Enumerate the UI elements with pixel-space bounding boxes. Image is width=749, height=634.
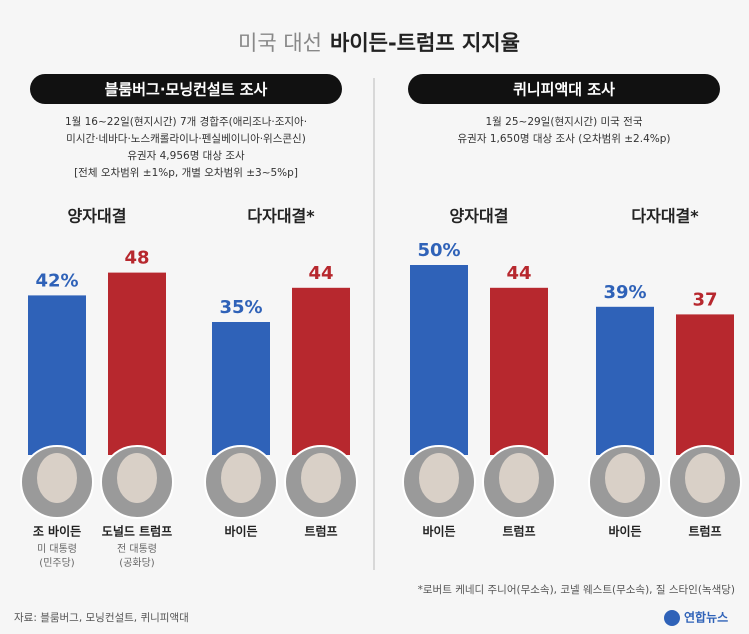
survey-description: [전체 오차범위 ±1%p, 개별 오차범위 ±3~5%p] <box>74 166 298 179</box>
value-label: 35% <box>219 297 262 318</box>
title-main: 바이든-트럼프 지지율 <box>330 31 520 55</box>
portrait-face <box>117 453 157 503</box>
value-label: 48 <box>124 248 149 269</box>
bar <box>292 288 350 455</box>
group-title: 다자대결* <box>631 207 699 226</box>
value-label: 42% <box>35 270 78 291</box>
candidate-name: 바이든 <box>422 524 455 539</box>
source: 자료: 블룸버그, 모닝컨설트, 퀴니피액대 <box>14 612 189 624</box>
portrait-face <box>37 453 77 503</box>
survey-description: 미시간·네바다·노스캐롤라이나·펜실베이니아·위스콘신) <box>66 132 306 145</box>
bar <box>108 273 166 455</box>
survey-description: 1월 25~29일(현지시간) 미국 전국 <box>485 115 642 128</box>
value-label: 39% <box>603 282 646 303</box>
group-title: 다자대결* <box>247 207 315 226</box>
portrait-face <box>419 453 459 503</box>
portrait-face <box>499 453 539 503</box>
logo: 연합뉴스 <box>684 610 728 625</box>
title-prefix: 미국 대선 <box>238 31 322 55</box>
candidate-name: 조 바이든 <box>33 524 81 539</box>
candidate-role: 전 대통령 <box>117 543 157 555</box>
candidate-name: 트럼프 <box>688 525 721 539</box>
candidate-role: 미 대통령 <box>37 543 77 555</box>
value-label: 50% <box>417 240 460 261</box>
infographic: 미국 대선 바이든-트럼프 지지율 블룸버그·모닝컨설트 조사 퀴니피액대 조사… <box>0 0 749 634</box>
bar <box>28 295 86 455</box>
group-title: 양자대결 <box>450 207 509 226</box>
candidate-name: 바이든 <box>608 524 641 539</box>
portrait-face <box>605 453 645 503</box>
candidate-name: 트럼프 <box>502 525 535 539</box>
value-label: 44 <box>308 263 333 284</box>
survey-description: 유권자 4,956명 대상 조사 <box>127 150 245 162</box>
footnote: *로버트 케네디 주니어(무소속), 코넬 웨스트(무소속), 질 스타인(녹색… <box>418 584 735 596</box>
portrait-face <box>685 453 725 503</box>
logo-icon <box>664 610 680 626</box>
value-label: 37 <box>692 289 717 310</box>
bar <box>676 314 734 455</box>
survey-description: 유권자 1,650명 대상 조사 (오차범위 ±2.4%p) <box>458 132 671 145</box>
survey-header: 퀴니피액대 조사 <box>513 81 615 99</box>
candidate-name: 도널드 트럼프 <box>102 524 172 539</box>
survey-header: 블룸버그·모닝컨설트 조사 <box>105 81 268 99</box>
survey-description: 1월 16~22일(현지시간) 7개 경합주(애리조나·조지아· <box>65 115 307 128</box>
candidate-party: (공화당) <box>119 557 155 569</box>
portrait-face <box>221 453 261 503</box>
bar <box>596 307 654 455</box>
candidate-name: 바이든 <box>224 524 257 539</box>
bar <box>212 322 270 455</box>
bar <box>410 265 468 455</box>
portrait-face <box>301 453 341 503</box>
bar <box>490 288 548 455</box>
candidate-name: 트럼프 <box>304 525 337 539</box>
group-title: 양자대결 <box>68 207 127 226</box>
candidate-party: (민주당) <box>39 557 75 569</box>
value-label: 44 <box>506 263 531 284</box>
